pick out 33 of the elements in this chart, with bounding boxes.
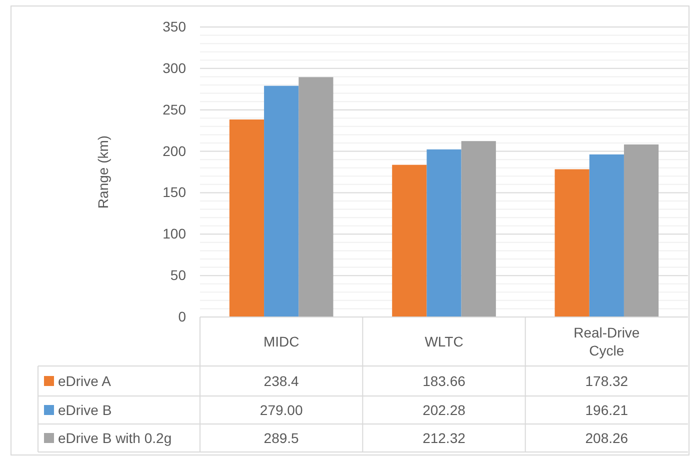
- y-tick-label: 200: [162, 142, 186, 159]
- y-tick-label: 0: [178, 308, 186, 324]
- legend-label: eDrive B with 0.2g: [58, 430, 172, 446]
- bar: [426, 149, 462, 317]
- bar: [589, 154, 624, 317]
- data-label: 279.00: [260, 402, 303, 418]
- bar: [298, 77, 334, 317]
- data-label: 238.4: [264, 373, 300, 389]
- y-tick-label: 350: [162, 18, 186, 34]
- y-tick-label: 100: [162, 226, 186, 242]
- data-label: 202.28: [422, 402, 466, 418]
- data-label: 208.26: [585, 430, 628, 446]
- y-tick-label: 50: [170, 267, 186, 284]
- data-label: 196.21: [585, 402, 628, 418]
- bar: [392, 164, 427, 317]
- bar: [624, 144, 659, 317]
- bar: [229, 119, 264, 317]
- y-tick-label: 150: [162, 184, 186, 200]
- bar: [264, 86, 299, 317]
- y-axis-title: Range (km): [95, 135, 111, 209]
- x-tick-label: MIDC: [263, 334, 300, 350]
- legend-label: eDrive A: [58, 373, 112, 389]
- x-tick-label: WLTC: [424, 334, 464, 350]
- data-label: 178.32: [585, 373, 628, 389]
- x-tick-label: Real-Drive Cycle: [574, 324, 640, 358]
- data-label: 183.66: [422, 373, 466, 389]
- y-tick-label: 250: [162, 101, 186, 118]
- y-tick-label: 300: [162, 60, 186, 76]
- bar: [461, 141, 496, 317]
- bar: [554, 169, 590, 317]
- data-label: 289.5: [264, 430, 300, 446]
- legend-label: eDrive B: [58, 402, 112, 418]
- data-label: 212.32: [422, 430, 466, 446]
